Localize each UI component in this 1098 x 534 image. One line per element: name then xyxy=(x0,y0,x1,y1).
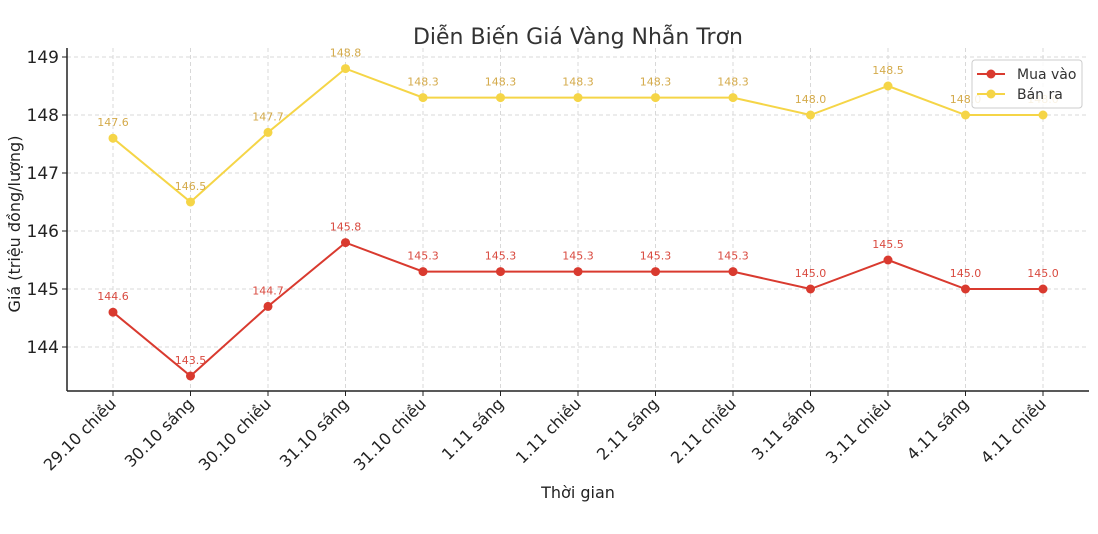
legend-label: Mua vào xyxy=(1017,67,1076,83)
x-tick-label: 30.10 chiều xyxy=(195,394,275,474)
data-label: 148.3 xyxy=(562,76,594,89)
x-tick-label: 2.11 chiều xyxy=(667,394,740,467)
data-label: 145.0 xyxy=(1027,267,1059,280)
data-label: 147.7 xyxy=(252,110,284,123)
data-point xyxy=(806,284,815,294)
data-label: 146.5 xyxy=(175,180,207,193)
data-label: 148.3 xyxy=(640,76,672,89)
data-point xyxy=(806,110,815,120)
data-point xyxy=(728,93,738,103)
series-ban-ra: 147.6 146.5 147.7 148.8 148.3 148.3 148.3 148.3… xyxy=(97,47,1059,207)
data-point xyxy=(961,110,970,120)
data-point xyxy=(883,81,893,91)
y-tick-label: 145 xyxy=(27,280,59,300)
x-tick-label: 30.10 sáng xyxy=(121,394,198,471)
data-point xyxy=(883,255,893,265)
data-label: 145.3 xyxy=(717,250,749,263)
data-point xyxy=(573,93,583,103)
data-point xyxy=(341,238,350,248)
data-label: 145.3 xyxy=(407,250,439,263)
data-point xyxy=(728,267,738,277)
data-point xyxy=(1038,284,1048,294)
x-tick-label: 31.10 chiều xyxy=(350,394,430,474)
data-label: 145.0 xyxy=(950,267,982,280)
data-label: 145.8 xyxy=(330,221,362,234)
x-tick-label: 4.11 chiều xyxy=(977,394,1050,467)
data-point xyxy=(1038,110,1048,120)
data-point xyxy=(341,64,350,74)
data-point xyxy=(573,267,583,277)
legend: Mua vào Bán ra xyxy=(971,59,1083,109)
chart-title: Diễn Biến Giá Vàng Nhẫn Trơn xyxy=(413,24,743,50)
x-tick-label: 3.11 chiều xyxy=(822,394,895,467)
y-tick-label: 149 xyxy=(27,48,59,68)
data-label: 148.3 xyxy=(717,76,749,89)
x-tick-label: 1.11 sáng xyxy=(438,394,507,463)
data-point xyxy=(263,301,273,311)
x-tick-label: 31.10 sáng xyxy=(276,394,353,471)
data-label: 148.5 xyxy=(872,64,904,77)
data-label: 145.3 xyxy=(485,250,517,263)
legend-marker-icon xyxy=(986,69,996,79)
data-point xyxy=(108,307,118,317)
data-point xyxy=(186,371,195,381)
data-point xyxy=(263,127,273,137)
data-point xyxy=(651,267,660,277)
data-series: 144.6 143.5 144.7 145.8 145.3 145.3 145.3 145.3… xyxy=(97,47,1059,381)
data-label: 148.0 xyxy=(795,93,827,106)
data-point xyxy=(496,267,505,277)
y-tick-label: 144 xyxy=(27,338,59,358)
data-label: 144.6 xyxy=(97,290,129,303)
data-point xyxy=(418,93,428,103)
data-label: 145.3 xyxy=(562,250,594,263)
data-label: 145.3 xyxy=(640,250,672,263)
series-mua-vao: 144.6 143.5 144.7 145.8 145.3 145.3 145.3 145.3… xyxy=(97,221,1059,381)
grid-lines xyxy=(67,48,1089,391)
data-label: 148.8 xyxy=(330,47,362,60)
y-tick-label: 147 xyxy=(27,164,59,184)
x-tick-label: 4.11 sáng xyxy=(903,394,972,463)
data-point xyxy=(961,284,970,294)
y-tick-label: 146 xyxy=(27,222,59,242)
data-label: 147.6 xyxy=(97,116,129,129)
data-point xyxy=(186,197,195,207)
y-axis-label: Giá (triệu đồng/lượng) xyxy=(5,136,24,313)
data-point xyxy=(418,267,428,277)
x-tick-label: 1.11 chiều xyxy=(512,394,585,467)
data-point xyxy=(108,133,118,143)
data-point xyxy=(651,93,660,103)
data-label: 144.7 xyxy=(252,284,284,297)
x-tick-label: 3.11 sáng xyxy=(748,394,817,463)
legend-label: Bán ra xyxy=(1017,87,1063,103)
legend-marker-icon xyxy=(986,89,996,99)
x-tick-label: 2.11 sáng xyxy=(593,394,662,463)
data-label: 145.5 xyxy=(872,238,904,251)
x-axis-label: Thời gian xyxy=(540,483,615,502)
data-label: 148.3 xyxy=(485,76,517,89)
data-label: 145.0 xyxy=(795,267,827,280)
data-label: 143.5 xyxy=(175,354,207,367)
y-tick-label: 148 xyxy=(27,106,59,126)
data-label: 148.3 xyxy=(407,76,439,89)
data-point xyxy=(496,93,505,103)
x-tick-label: 29.10 chiều xyxy=(40,394,120,474)
